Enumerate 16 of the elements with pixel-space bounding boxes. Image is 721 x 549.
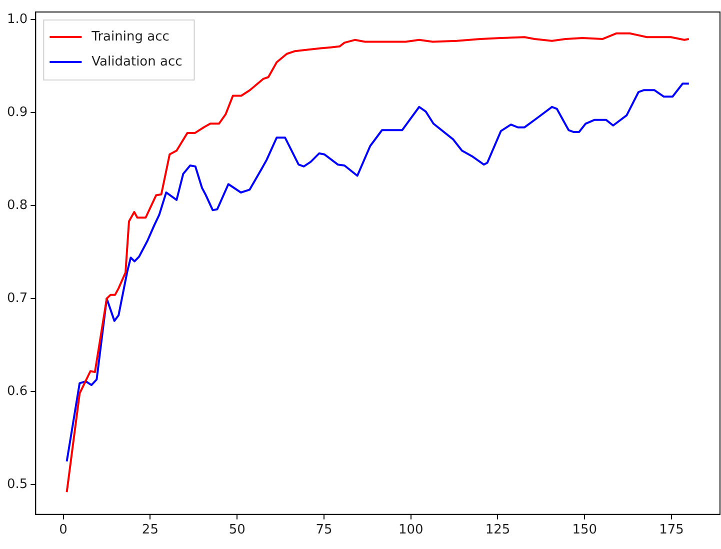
y-tick-label: 0.8 [6,198,28,213]
y-tick-label: 1.0 [6,12,28,27]
x-tick-label: 100 [398,522,424,538]
x-tick-label: 50 [228,522,246,538]
y-tick-label: 0.9 [6,104,28,120]
y-tick-label: 0.7 [6,290,28,306]
x-tick-label: 25 [142,522,158,538]
x-tick-label: 175 [659,522,684,538]
x-tick-label: 0 [59,522,68,538]
x-tick-label: 75 [316,522,332,538]
x-tick-label: 125 [485,522,510,538]
y-tick-label: 0.6 [6,384,28,399]
y-tick-label: 0.5 [6,477,28,492]
legend-label: Validation acc [92,54,182,70]
legend-label: Training acc [90,29,170,44]
x-tick-label: 150 [572,522,598,538]
